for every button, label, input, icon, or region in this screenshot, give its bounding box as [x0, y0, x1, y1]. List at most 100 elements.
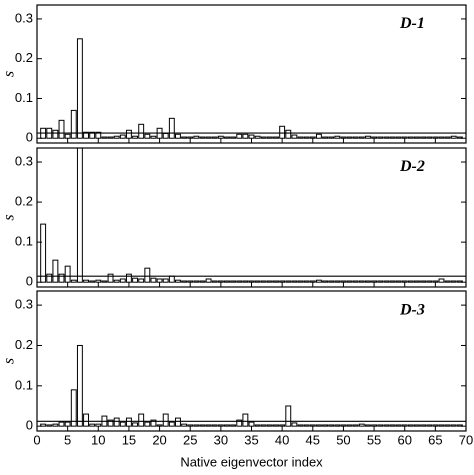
bar — [150, 135, 157, 139]
bar — [444, 136, 451, 139]
bar — [420, 280, 427, 283]
bar — [162, 413, 169, 427]
y-tick-label: 0.3 — [15, 153, 33, 168]
bar — [358, 280, 365, 283]
bar — [150, 277, 157, 283]
bar — [291, 280, 298, 283]
bar — [432, 424, 439, 427]
bar — [456, 280, 463, 283]
y-axis-label: s — [1, 71, 18, 77]
bar — [334, 280, 341, 283]
bar — [242, 280, 249, 283]
bar — [254, 424, 261, 427]
bar — [364, 280, 371, 283]
bar — [383, 424, 390, 427]
bar — [309, 424, 316, 427]
bar — [230, 280, 237, 283]
bar — [95, 279, 102, 283]
bar — [113, 279, 120, 283]
bar — [46, 424, 53, 427]
x-axis-label: Native eigenvector index — [180, 454, 323, 469]
bar — [230, 424, 237, 427]
bar — [297, 280, 304, 283]
bar — [64, 421, 71, 427]
bar — [52, 259, 59, 283]
x-tick-label: 15 — [122, 432, 136, 447]
bar — [254, 280, 261, 283]
y-tick-label: 0.2 — [15, 50, 33, 65]
bar — [450, 135, 457, 139]
bar — [113, 135, 120, 139]
panel-frame — [36, 290, 467, 432]
bar — [291, 134, 298, 139]
bar — [132, 277, 139, 283]
bar — [224, 280, 230, 283]
bar — [119, 278, 126, 283]
x-tick-label: 30 — [214, 432, 228, 447]
bar — [426, 424, 433, 427]
bar — [438, 278, 445, 283]
bar — [352, 280, 359, 283]
bar — [230, 136, 237, 139]
bar — [58, 273, 65, 283]
bar — [156, 278, 163, 283]
bar — [217, 424, 224, 427]
x-tick-label: 25 — [183, 432, 197, 447]
bar — [95, 423, 102, 427]
x-tick-label: 35 — [244, 432, 258, 447]
bar — [414, 424, 420, 427]
bar — [279, 424, 286, 427]
bar — [83, 279, 89, 283]
bar — [46, 273, 53, 283]
bar — [211, 424, 218, 427]
bar — [168, 275, 175, 283]
bar — [236, 419, 243, 427]
bar — [322, 136, 328, 139]
bar — [138, 278, 145, 283]
bar — [168, 421, 175, 427]
bar — [334, 135, 341, 139]
bar — [187, 424, 194, 427]
y-tick-label: 0.1 — [15, 234, 33, 249]
bar — [76, 38, 83, 139]
bar — [89, 423, 96, 427]
y-tick-label: 0.2 — [15, 194, 33, 209]
x-tick-label: 0 — [33, 432, 40, 447]
bar — [83, 131, 89, 139]
bar — [181, 280, 188, 283]
bar — [70, 279, 77, 283]
bar — [438, 424, 445, 427]
bar — [444, 280, 451, 283]
x-tick-label: 65 — [428, 432, 442, 447]
bar — [352, 424, 359, 427]
y-tick-label: 0.1 — [15, 377, 33, 392]
bar — [138, 123, 145, 139]
panel-title: D-1 — [399, 15, 425, 32]
y-axis-label: s — [1, 214, 18, 220]
bar — [358, 136, 365, 139]
bar — [315, 424, 322, 427]
bar — [383, 280, 390, 283]
bar — [125, 273, 132, 283]
x-tick-label: 55 — [367, 432, 381, 447]
bar — [64, 133, 71, 139]
bar — [260, 424, 267, 427]
y-tick-label: 0.3 — [15, 10, 33, 25]
y-tick-label: 0 — [26, 274, 33, 289]
bar — [346, 424, 353, 427]
bar — [444, 424, 451, 427]
bar — [266, 424, 273, 427]
bar — [70, 109, 77, 139]
x-tick-label: 10 — [91, 432, 105, 447]
bar — [389, 136, 396, 139]
bar — [303, 136, 310, 139]
bar — [285, 280, 292, 283]
bar — [389, 424, 396, 427]
bar — [450, 424, 457, 427]
x-tick-label: 60 — [397, 432, 411, 447]
bar — [266, 280, 273, 283]
panel-title: D-2 — [399, 158, 425, 175]
bar — [175, 417, 181, 427]
bar — [328, 136, 335, 139]
bar — [132, 422, 139, 427]
